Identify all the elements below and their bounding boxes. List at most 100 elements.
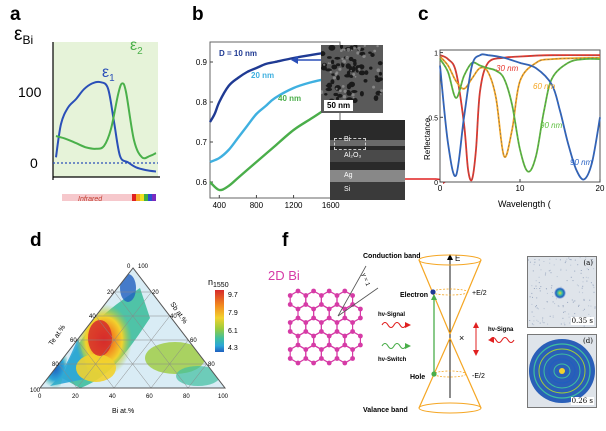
sem-scale-bar: 50 nm xyxy=(324,100,354,111)
chart-b-ticks: 400 800 1200 1600 0.6 0.7 0.8 0.9 xyxy=(196,58,340,210)
tick-bottom-80: 80 xyxy=(183,394,190,400)
panel-f: f 2D Bi γ = 1 Conduction band Valance ba… xyxy=(250,228,606,431)
lattice-atom xyxy=(358,333,363,339)
exp-image-bottom-time: 0.26 s xyxy=(570,397,594,405)
tick-left-20: 20 xyxy=(107,290,114,296)
ternary-gridline xyxy=(187,363,207,389)
tick-right-20: 20 xyxy=(152,290,159,296)
transition-red-head-up xyxy=(473,322,479,328)
lattice-atom xyxy=(303,293,309,298)
axis-bi: Bi at.% xyxy=(112,408,134,415)
lattice-atom xyxy=(334,302,340,307)
lattice-atom xyxy=(342,360,348,366)
series-a-1 xyxy=(55,80,157,173)
lattice-atom xyxy=(287,320,293,325)
lattice-atom xyxy=(311,288,316,294)
hole-label: Hole xyxy=(410,374,425,381)
annotation-10nm: D = 10 nm xyxy=(219,49,257,58)
b-xtick-label: 1600 xyxy=(322,201,340,210)
panel-label-a: a xyxy=(10,4,21,25)
lattice-atom xyxy=(342,342,348,348)
bi-lattice xyxy=(287,288,363,366)
wave-green xyxy=(381,342,407,350)
lattice-atom xyxy=(295,360,301,366)
c-xtick-label: 20 xyxy=(596,184,605,193)
tick-left-100: 100 xyxy=(30,388,41,394)
colorbar-tick-2: 6.1 xyxy=(228,328,238,335)
lattice-atom xyxy=(303,356,309,361)
lattice-hexagon xyxy=(289,344,307,364)
lattice-atom xyxy=(295,315,301,321)
colorbar-tick-1: 7.9 xyxy=(228,310,238,317)
lattice-atom xyxy=(303,347,309,352)
lattice-atom xyxy=(311,306,316,312)
lattice-atom xyxy=(287,302,293,307)
tick-bottom-20: 20 xyxy=(72,394,79,400)
visible-spectrum xyxy=(132,194,156,201)
sem-image: 50 nm xyxy=(321,45,383,113)
lattice-atom xyxy=(287,347,293,352)
lattice-atom xyxy=(326,306,332,312)
chart-a-tick-100: 100 xyxy=(18,84,42,100)
lattice-atom xyxy=(287,293,293,298)
lattice-atom xyxy=(319,320,324,325)
chart-a-tick-0: 0 xyxy=(30,155,38,171)
energy-axis-label: E xyxy=(455,254,460,263)
lattice-atom xyxy=(303,320,309,325)
c-xtick-label: 0 xyxy=(438,184,443,193)
lattice-atom xyxy=(311,315,316,321)
lattice-hexagon xyxy=(305,344,323,364)
c-xtick-label: 10 xyxy=(516,184,525,193)
lattice-vector-label: γ = 1 xyxy=(360,273,370,288)
b-ytick-label: 0.6 xyxy=(196,178,208,187)
lattice-atom xyxy=(319,302,324,307)
tick-bottom-0: 0 xyxy=(38,394,42,400)
valence-band-label: Valance band xyxy=(363,407,408,414)
lattice-atom xyxy=(295,333,301,339)
chart-a: Infrared εBi 100 0 ε1 ε2 xyxy=(14,24,160,203)
lattice-hexagon xyxy=(336,344,354,364)
annotation-20nm: 20 nm xyxy=(251,71,274,80)
transition-cross: × xyxy=(459,333,464,343)
lattice-atom xyxy=(326,333,332,339)
series-c-fit-4 xyxy=(439,54,601,180)
lattice-atom xyxy=(319,347,324,352)
lattice-atom xyxy=(350,329,355,334)
lattice-atom xyxy=(342,333,348,339)
b-ytick-label: 0.8 xyxy=(196,98,208,107)
panel-label-d: d xyxy=(30,230,42,251)
tem-layer-si: Si xyxy=(344,186,351,193)
photon-switch: hν-Switch xyxy=(378,357,407,363)
lattice-atom xyxy=(350,293,355,298)
lattice-atom xyxy=(319,356,324,361)
electron-label: Electron xyxy=(400,292,428,299)
panel-label-f: f xyxy=(282,230,289,251)
eps1-label: ε1 xyxy=(102,64,115,84)
tick-right-40: 40 xyxy=(170,314,177,320)
ir-band-label: Infrared xyxy=(78,196,103,203)
ternary-gridline xyxy=(95,315,152,389)
panel-label-c: c xyxy=(418,4,429,25)
lattice-atom xyxy=(350,347,355,352)
lattice-atom xyxy=(303,329,309,334)
lattice-atom xyxy=(287,329,293,334)
lattice-atom xyxy=(358,306,363,312)
panel-label-b: b xyxy=(192,4,204,25)
b-xtick-label: 800 xyxy=(250,201,264,210)
series-c-fit-1 xyxy=(439,54,601,181)
energy-axis-head xyxy=(447,254,453,260)
eps2-label: ε2 xyxy=(130,37,143,57)
tick-left-40: 40 xyxy=(89,314,96,320)
tick-bottom-60: 60 xyxy=(146,394,153,400)
diagram-f: 2D Bi γ = 1 Conduction band Valance band… xyxy=(268,253,515,414)
lattice-atom xyxy=(334,329,340,334)
lattice-atom xyxy=(303,302,309,307)
series-b-2 xyxy=(209,74,341,164)
exp-image-top: (a) 0.35 s xyxy=(527,256,597,328)
series-a-2 xyxy=(55,82,157,160)
minus-e2-label: -E/2 xyxy=(472,373,485,380)
exp-image-top-time: 0.35 s xyxy=(570,317,594,325)
lattice-atom xyxy=(311,360,316,366)
lattice-atom xyxy=(334,293,340,298)
ternary-heatmap xyxy=(40,268,225,388)
